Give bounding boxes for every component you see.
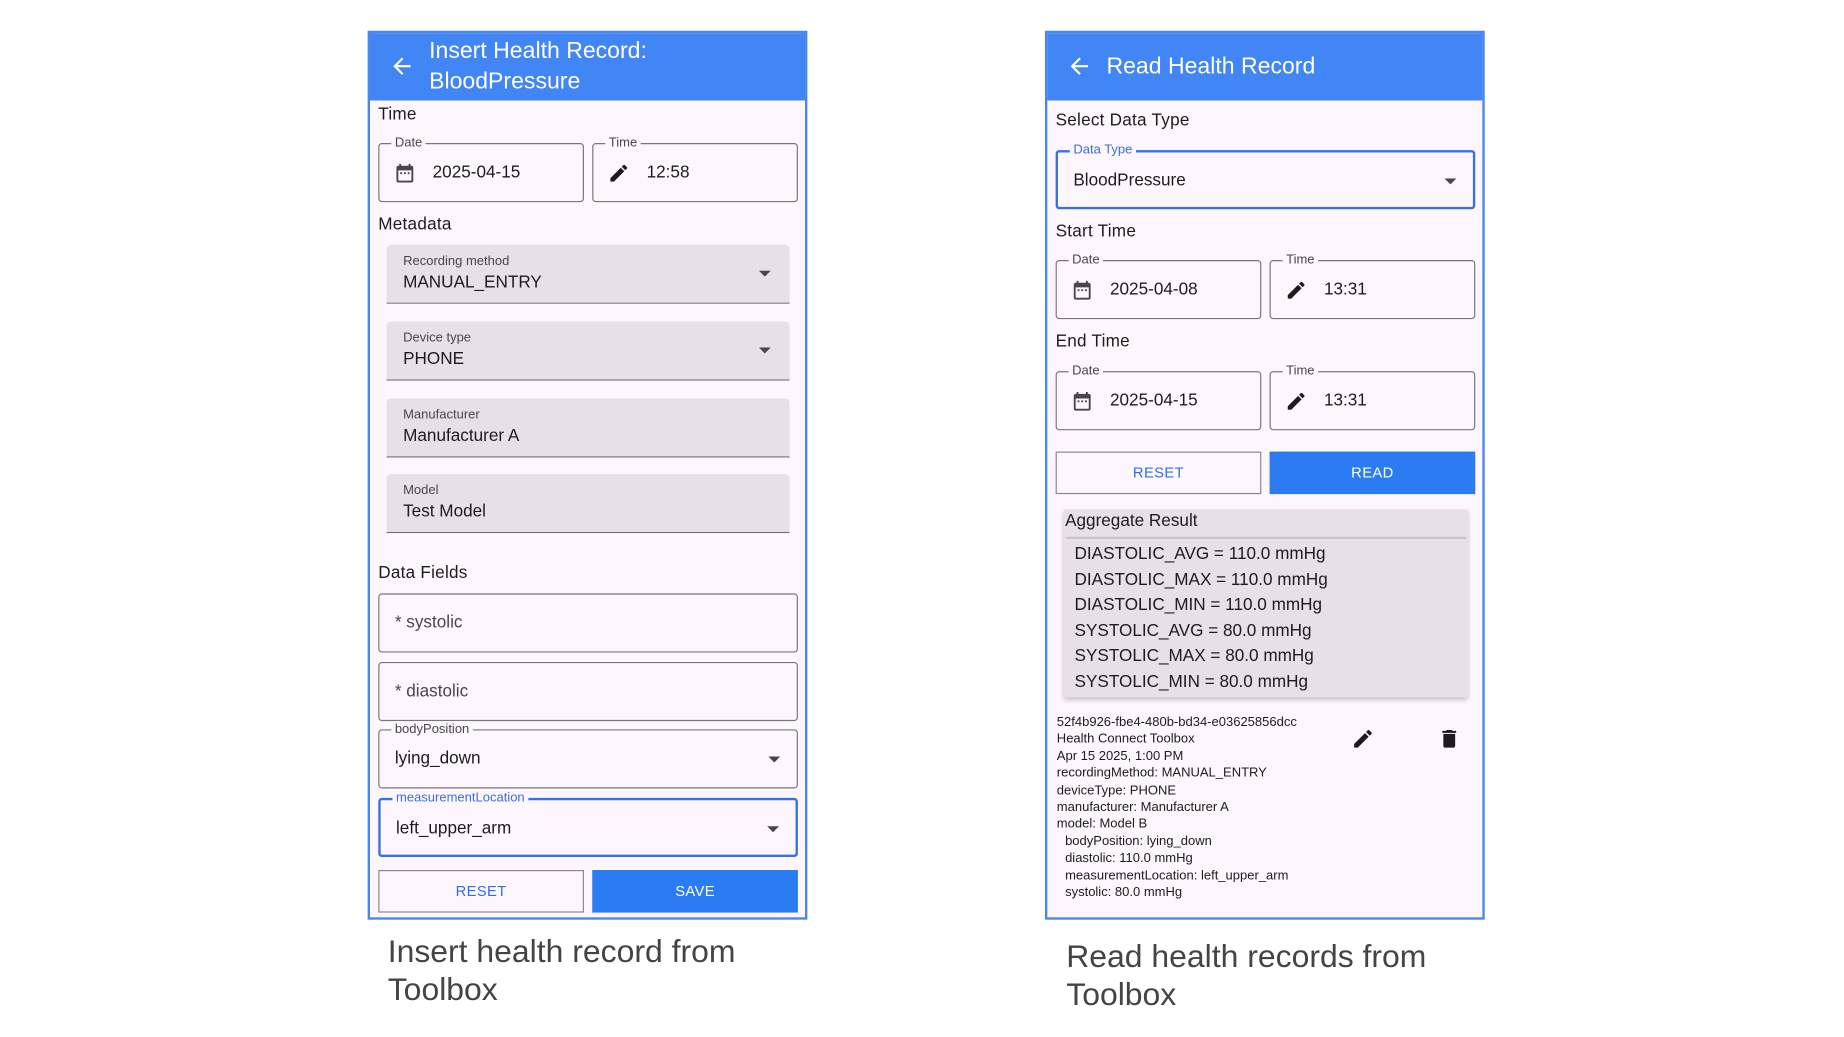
calendar-icon[interactable]: [1071, 390, 1093, 412]
field-label: bodyPosition: [391, 721, 473, 738]
field-value: left_upper_arm: [396, 819, 512, 839]
field-label: Time: [1282, 362, 1319, 380]
read-button[interactable]: READ: [1269, 451, 1476, 495]
insert-caption: Insert health record from Toolbox: [387, 933, 736, 1008]
reset-button[interactable]: RESET: [1055, 451, 1262, 495]
delete-record-trash-icon[interactable]: [1437, 727, 1461, 751]
pencil-icon[interactable]: [1285, 279, 1307, 301]
field-value: 13:31: [1323, 391, 1367, 411]
app-bar: Insert Health Record: BloodPressure: [369, 33, 806, 101]
aggregate-line: SYSTOLIC_MIN = 80.0 mmHg: [1074, 672, 1309, 691]
field-value: 2025-04-08: [1109, 280, 1198, 300]
time-field[interactable]: Time 12:58: [592, 134, 798, 203]
aggregate-line: DIASTOLIC_MAX = 110.0 mmHg: [1074, 570, 1328, 590]
screen-title-type: BloodPressure: [429, 68, 581, 95]
select-data-type-label: Select Data Type: [1055, 111, 1190, 131]
dropdown-arrow-icon: [758, 347, 771, 354]
field-label: measurementLocation: [392, 789, 529, 807]
back-arrow-icon[interactable]: [1066, 53, 1092, 79]
time-value: 12:58: [646, 163, 690, 183]
field-label: Time: [1282, 251, 1319, 269]
record-field: bodyPosition: lying_down: [1065, 834, 1212, 849]
record-recording-method: recordingMethod: MANUAL_ENTRY: [1056, 766, 1267, 781]
field-label: Recording method: [403, 254, 510, 269]
aggregate-line: SYSTOLIC_MAX = 80.0 mmHg: [1074, 646, 1314, 666]
systolic-placeholder: * systolic: [394, 613, 463, 633]
metadata-section-label: Metadata: [378, 215, 452, 235]
pencil-icon[interactable]: [1285, 390, 1307, 412]
time-section-label: Time: [378, 105, 417, 125]
reset-button[interactable]: RESET: [378, 870, 584, 913]
read-record-screen: Read Health Record Select Data Type Data…: [1044, 30, 1485, 920]
app-bar: Read Health Record: [1047, 33, 1483, 101]
record-time: Apr 15 2025, 1:00 PM: [1056, 749, 1184, 764]
field-value: Test Model: [403, 502, 486, 522]
date-label: Date: [391, 134, 426, 152]
start-date-field[interactable]: Date 2025-04-08: [1055, 251, 1262, 320]
record-field: measurementLocation: left_upper_arm: [1065, 868, 1289, 883]
record-manufacturer: manufacturer: Manufacturer A: [1056, 800, 1229, 815]
diastolic-placeholder: * diastolic: [394, 682, 469, 701]
pencil-icon[interactable]: [608, 162, 630, 184]
field-value: PHONE: [403, 349, 465, 369]
aggregate-line: SYSTOLIC_AVG = 80.0 mmHg: [1074, 621, 1312, 641]
time-label: Time: [605, 134, 641, 152]
record-id: 52f4b926-fbe4-480b-bd34-e03625856dcc: [1056, 715, 1297, 730]
dropdown-arrow-icon: [768, 756, 781, 763]
screen-title: Read Health Record: [1106, 53, 1316, 80]
manufacturer-input[interactable]: Manufacturer Manufacturer A: [386, 398, 790, 458]
field-label: Model: [403, 483, 439, 498]
field-label: Manufacturer: [403, 407, 480, 423]
field-label: Device type: [403, 330, 472, 346]
recording-method-select[interactable]: Recording method MANUAL_ENTRY: [386, 244, 790, 304]
date-field[interactable]: Date 2025-04-15: [378, 134, 584, 203]
field-label: Data Type: [1069, 141, 1136, 159]
end-date-field[interactable]: Date 2025-04-15: [1055, 362, 1262, 431]
start-time-field[interactable]: Time 13:31: [1269, 251, 1476, 320]
edit-record-pencil-icon[interactable]: [1351, 727, 1375, 751]
aggregate-line: DIASTOLIC_AVG = 110.0 mmHg: [1074, 544, 1326, 564]
field-label: Date: [1068, 362, 1104, 380]
diastolic-input[interactable]: * diastolic: [378, 661, 798, 722]
model-input[interactable]: Model Test Model: [386, 474, 790, 534]
device-type-select[interactable]: Device type PHONE: [386, 321, 790, 381]
record-field: diastolic: 110.0 mmHg: [1065, 851, 1193, 866]
divider: [1066, 536, 1466, 540]
read-caption: Read health records from Toolbox: [1066, 938, 1427, 1012]
screen-title: Insert Health Record:: [429, 37, 647, 64]
insert-record-screen: Insert Health Record: BloodPressure Time…: [367, 30, 808, 920]
record-item: 52f4b926-fbe4-480b-bd34-e03625856dcc Hea…: [1057, 714, 1297, 901]
record-field: systolic: 80.0 mmHg: [1065, 885, 1183, 900]
back-arrow-icon[interactable]: [389, 53, 415, 79]
start-time-label: Start Time: [1055, 222, 1137, 242]
aggregate-title: Aggregate Result: [1065, 511, 1198, 531]
body-position-select[interactable]: bodyPosition lying_down: [378, 721, 798, 789]
dropdown-arrow-icon: [758, 270, 771, 277]
systolic-input[interactable]: * systolic: [378, 593, 798, 653]
save-button[interactable]: SAVE: [592, 870, 798, 913]
aggregate-line: DIASTOLIC_MIN = 110.0 mmHg: [1074, 595, 1323, 615]
field-value: 13:31: [1323, 280, 1367, 300]
field-value: BloodPressure: [1073, 171, 1186, 191]
field-label: Date: [1068, 251, 1104, 269]
dropdown-arrow-icon: [767, 826, 780, 833]
calendar-icon[interactable]: [394, 162, 416, 184]
date-value: 2025-04-15: [432, 163, 521, 183]
field-value: MANUAL_ENTRY: [403, 273, 542, 292]
record-device-type: deviceType: PHONE: [1056, 783, 1177, 798]
record-app: Health Connect Toolbox: [1056, 732, 1195, 747]
field-value: Manufacturer A: [403, 426, 520, 446]
field-value: lying_down: [394, 749, 481, 769]
field-value: 2025-04-15: [1109, 391, 1198, 411]
calendar-icon[interactable]: [1071, 279, 1093, 301]
dropdown-arrow-icon: [1444, 178, 1457, 185]
data-type-select[interactable]: Data Type BloodPressure: [1055, 141, 1476, 210]
record-model: model: Model B: [1056, 817, 1148, 832]
measurement-location-select[interactable]: measurementLocation left_upper_arm: [378, 789, 798, 858]
aggregate-result-card: Aggregate Result DIASTOLIC_AVG = 110.0 m…: [1063, 509, 1469, 698]
end-time-label: End Time: [1055, 332, 1130, 352]
end-time-field[interactable]: Time 13:31: [1269, 362, 1476, 431]
data-fields-section-label: Data Fields: [378, 563, 468, 583]
